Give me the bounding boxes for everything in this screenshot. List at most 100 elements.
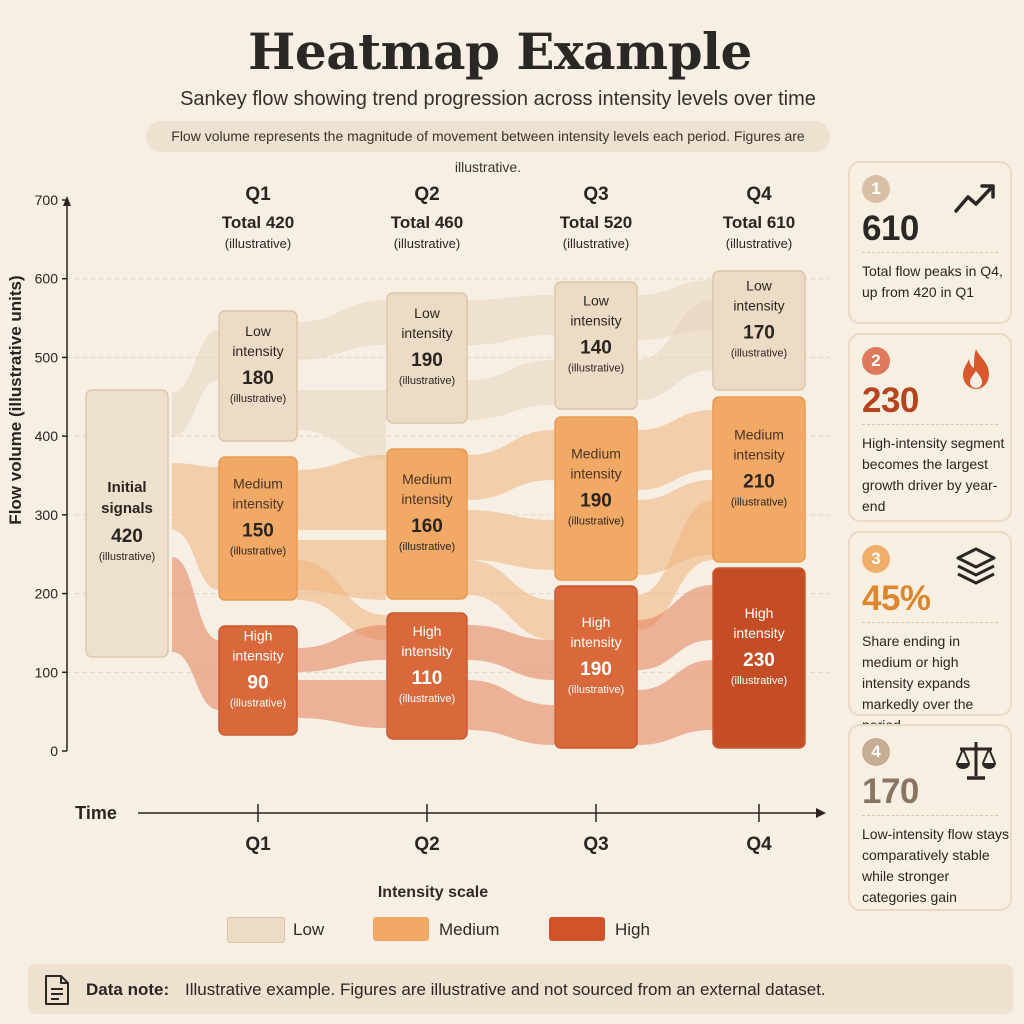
initial-value: 420 [111, 526, 143, 547]
period-header-q4: Q4 [746, 184, 772, 205]
node-value: 180 [242, 368, 274, 389]
flow-band-low [637, 300, 713, 400]
y-tick-label: 100 [35, 664, 59, 680]
node-value: 170 [743, 323, 775, 344]
x-tick-label-q1: Q1 [245, 834, 271, 855]
y-tick-label: 600 [35, 271, 59, 287]
node-label-line-1: Medium [402, 471, 452, 487]
node-label-line-2: intensity [570, 634, 621, 650]
node-label-line-2: intensity [401, 643, 452, 659]
node-label-line-2: intensity [232, 496, 283, 512]
flow-band-high [637, 660, 713, 745]
node-label-line-1: Low [245, 323, 272, 339]
x-tick-label-q3: Q3 [583, 834, 608, 855]
period-header-q1: Q1 [245, 184, 271, 205]
card-divider [862, 252, 998, 253]
legend-swatch-medium [373, 917, 429, 941]
node-note: (illustrative) [731, 497, 787, 509]
legend-label-high: High [615, 920, 650, 939]
node-label-line-1: High [745, 605, 774, 621]
node-label-line-1: Low [746, 278, 773, 294]
node-value: 140 [580, 338, 612, 359]
node-q3-low [554, 281, 638, 410]
flow-band-low [297, 300, 386, 360]
node-note: (illustrative) [230, 698, 286, 710]
flow-band-medium [467, 430, 554, 500]
initial-note: (illustrative) [99, 551, 155, 563]
node-label-line-1: High [244, 628, 273, 644]
insight-card-3: 3 45% Share ending in medium or high int… [848, 531, 1012, 733]
page-title: Heatmap Example [248, 22, 752, 81]
card-text: High-intensity segment becomes the large… [862, 435, 1005, 514]
y-axis-label: Flow volume (illustrative units) [6, 275, 25, 524]
period-total-q3: Total 520 [560, 213, 632, 232]
node-label-line-2: intensity [733, 298, 784, 314]
node-q3-medium [554, 416, 638, 581]
card-value: 170 [862, 772, 919, 811]
node-q1-medium [218, 456, 298, 601]
period-total-q2: Total 460 [391, 213, 463, 232]
flow-band-medium [172, 463, 219, 590]
card-number-badge: 1 [862, 175, 890, 203]
node-label-line-1: High [413, 623, 442, 639]
initial-label-line-2: signals [101, 500, 153, 517]
legend-swatch-high [549, 917, 605, 941]
node-note: (illustrative) [230, 393, 286, 405]
node-value: 190 [411, 350, 443, 371]
flame-icon [963, 349, 989, 389]
data-note-text: Illustrative example. Figures are illust… [185, 980, 826, 999]
layers-icon [956, 547, 996, 585]
node-value: 160 [411, 516, 443, 537]
period-total-q1: Total 420 [222, 213, 294, 232]
initial-label-line-1: Initial [107, 479, 146, 496]
flow-band-low [467, 295, 554, 345]
node-q2-low [386, 292, 468, 424]
y-tick-label: 300 [35, 507, 59, 523]
node-note: (illustrative) [399, 541, 455, 553]
period-note-q2: (illustrative) [394, 236, 460, 251]
y-tick-label: 200 [35, 586, 59, 602]
node-label-line-1: High [582, 614, 611, 630]
y-axis-arrow [63, 196, 71, 206]
x-axis-label: Time [75, 803, 117, 823]
node-note: (illustrative) [399, 375, 455, 387]
period-total-q4: Total 610 [723, 213, 795, 232]
y-tick-label: 500 [35, 349, 59, 365]
flow-band-medium [467, 510, 554, 570]
y-tick-label: 700 [35, 192, 59, 208]
node-label-line-1: Medium [571, 446, 621, 462]
flow-band-high [467, 680, 554, 745]
page-subtitle: Sankey flow showing trend progression ac… [180, 88, 816, 110]
card-value: 230 [862, 381, 919, 420]
node-q1-high [218, 625, 298, 736]
flow-band-high [297, 625, 386, 672]
card-value: 45% [862, 579, 931, 618]
node-q1-low [218, 310, 298, 442]
node-value: 230 [743, 650, 775, 671]
insight-card-2: 2 230 High-intensity segment becomes the… [848, 333, 1012, 522]
node-label-line-2: intensity [232, 648, 283, 664]
scale-icon [956, 742, 996, 780]
flow-band-medium [297, 560, 386, 640]
info-banner: Flow volume represents the magnitude of … [146, 121, 830, 175]
data-note: Data note: Illustrative example. Figures… [28, 964, 1013, 1014]
node-q4-low [712, 270, 806, 391]
card-text: Low-intensity flow stays comparatively s… [862, 826, 1010, 905]
y-tick-label: 0 [50, 743, 58, 759]
legend-title: Intensity scale [377, 884, 489, 901]
node-value: 210 [743, 472, 775, 493]
legend-label-medium: Medium [439, 920, 500, 939]
period-header-q2: Q2 [414, 184, 439, 205]
flow-band-high [637, 585, 713, 670]
node-label-line-1: Low [414, 305, 441, 321]
node-label-line-2: intensity [232, 343, 283, 359]
sankey-chart: 0 100 200 300 400 500 600 700 Flow volume (illus… [6, 184, 830, 855]
node-note: (illustrative) [731, 348, 787, 360]
node-label-line-2: intensity [570, 313, 621, 329]
card-number-badge: 3 [862, 545, 890, 573]
card-divider [862, 815, 998, 816]
node-label-line-2: intensity [733, 625, 784, 641]
flow-band-high [467, 625, 554, 680]
period-note-q1: (illustrative) [225, 236, 291, 251]
document-icon [45, 975, 69, 1005]
